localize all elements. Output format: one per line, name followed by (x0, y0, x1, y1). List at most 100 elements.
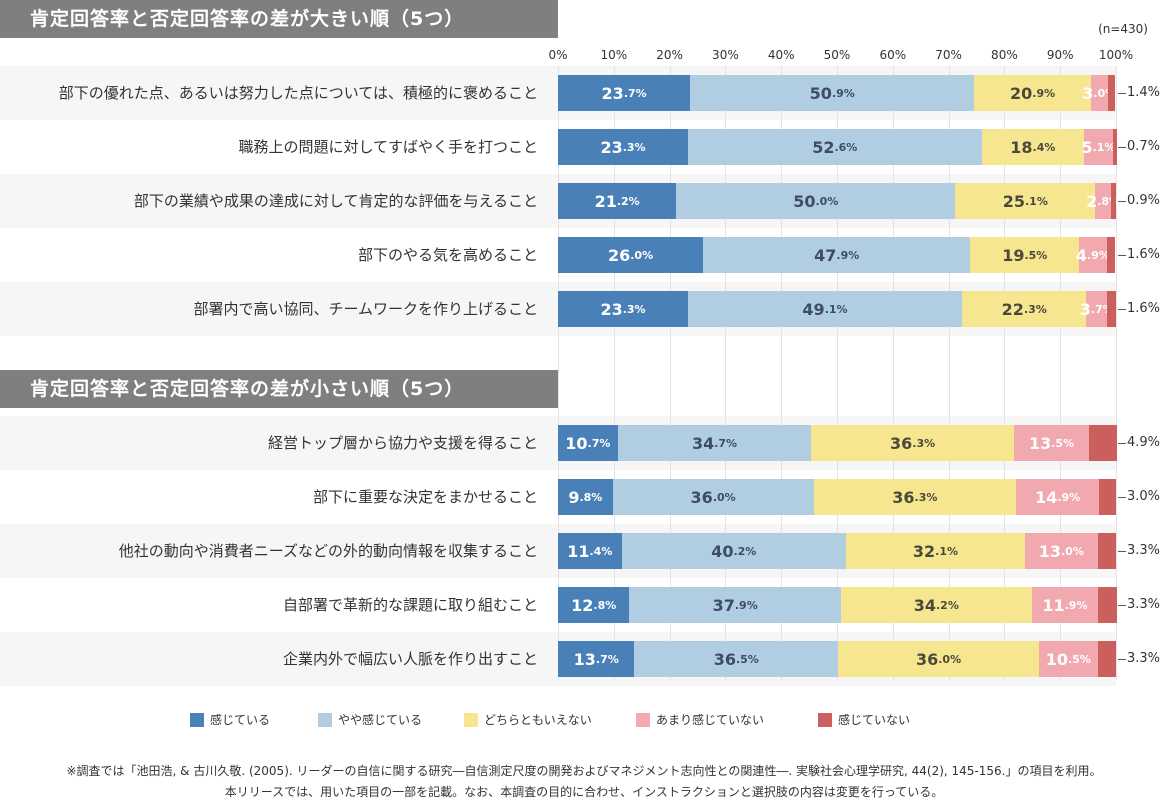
row-label: 経営トップ層から協力や支援を得ること (267, 434, 538, 452)
data-label: 25 (1002, 191, 1025, 211)
bar-segment: 34.7% (617, 425, 812, 461)
row-label: 自部署で革新的な課題に取り組むこと (282, 596, 538, 614)
data-label: 40 (711, 541, 734, 561)
bar-segment: 4.9% (1075, 237, 1110, 273)
data-label: 36 (690, 487, 713, 507)
data-label: 26 (607, 245, 631, 265)
x-tick-label: 90% (1046, 48, 1074, 62)
bar-segment: 23.7% (558, 75, 691, 111)
gridline (725, 66, 727, 680)
data-label: 13 (573, 649, 596, 669)
bar-segment: 36.3% (811, 425, 1014, 461)
data-label-decimal: .5% (735, 652, 759, 666)
data-label-decimal: .3% (622, 302, 646, 316)
data-label: 21 (594, 191, 617, 211)
bar-segment: 52.6% (688, 129, 982, 165)
row-label: 部下の業績や成果の達成に対して肯定的な評価を与えること (133, 192, 538, 210)
data-label-decimal: .6% (834, 140, 858, 154)
row-label: 部署内で高い協同、チームワークを作り上げること (193, 300, 538, 318)
bar-segment: 10.7% (558, 425, 618, 461)
gridline (781, 66, 783, 680)
sample-size: (n=430) (1098, 22, 1148, 36)
gridline (613, 66, 615, 680)
footnote-source: ※調査では「池田浩, & 古川久敬. (2005). リーダーの自信に関する研究… (66, 764, 1102, 778)
data-label-decimal: .3% (622, 140, 646, 154)
bar-segment: 2.8% (1086, 183, 1120, 219)
data-label: 4 (1075, 245, 1087, 265)
legend-item: 感じている (190, 711, 270, 728)
data-label-decimal: .0% (1061, 544, 1084, 558)
legend-item: 感じていない (818, 711, 910, 728)
data-label: 23 (601, 83, 624, 103)
data-label-decimal: .1% (824, 302, 848, 316)
data-label: 19 (1002, 245, 1025, 265)
data-label-outside: 3.3% (1127, 597, 1161, 612)
data-label-decimal: .7% (623, 86, 647, 100)
legend-item: あまり感じていない (636, 711, 764, 728)
bar-segment (1107, 291, 1116, 327)
row-label: 部下の優れた点、あるいは努力した点については、積極的に褒めること (58, 84, 538, 102)
data-label-decimal: .0% (712, 490, 736, 504)
data-label: 37 (712, 595, 735, 615)
bar-segment: 13.0% (1025, 533, 1098, 569)
data-label: 3 (1079, 299, 1091, 319)
data-label: 9 (568, 487, 580, 507)
data-label: 11 (567, 541, 590, 561)
bar-segment: 13.5% (1013, 425, 1090, 461)
data-label-decimal: .2% (936, 598, 959, 612)
gridline (837, 66, 838, 680)
leader-line (1118, 443, 1126, 444)
x-tick-label: 0% (548, 48, 568, 62)
data-label: 2 (1086, 191, 1098, 211)
data-label: 36 (915, 649, 939, 669)
bar-segment: 36.0% (838, 641, 1039, 677)
data-label: 50 (793, 191, 816, 211)
bar-segment (1097, 533, 1116, 569)
bar-segment: 49.1% (688, 291, 962, 327)
data-label: 49 (802, 299, 825, 319)
legend-label: あまり感じていない (656, 713, 765, 727)
data-label-decimal: .3% (1023, 302, 1047, 316)
data-label-decimal: .9% (1086, 248, 1110, 262)
bar-segment: 36.3% (813, 479, 1017, 515)
bar-segment: 19.5% (970, 237, 1080, 273)
data-label-outside: 3.3% (1127, 651, 1161, 666)
data-label: 22 (1001, 299, 1024, 319)
gridline (669, 66, 671, 680)
data-label-decimal: .4% (589, 544, 613, 558)
bar-segment (1112, 129, 1117, 165)
legend-swatch (464, 712, 478, 727)
data-label: 18 (1010, 137, 1033, 157)
data-label: 12 (571, 595, 594, 615)
x-tick-label: 30% (712, 48, 739, 62)
data-label-decimal: .9% (1064, 598, 1088, 612)
x-tick-label: 60% (879, 48, 907, 62)
data-label-decimal: .9% (831, 86, 855, 100)
data-label-decimal: .7% (587, 436, 611, 450)
data-label-outside: 3.3% (1127, 543, 1161, 558)
data-label-decimal: .7% (714, 436, 738, 450)
data-label: 20 (1010, 83, 1033, 103)
legend-label: 感じている (210, 713, 271, 727)
data-label: 13 (1038, 541, 1061, 561)
bar-segment: 3.0% (1082, 75, 1116, 111)
leader-line (1118, 255, 1126, 256)
bar-segment: 25.1% (955, 183, 1096, 219)
data-label-decimal: .3% (914, 490, 938, 504)
data-label: 32 (912, 541, 936, 561)
data-label-outside: 0.7% (1127, 139, 1161, 154)
bar-segment: 13.7% (558, 641, 635, 677)
section-title-small-gap: 肯定回答率と否定回答率の差が小さい順（5つ） (0, 370, 558, 408)
leader-line (1118, 605, 1126, 606)
bar-segment: 9.8% (558, 479, 613, 515)
data-label-decimal: .0% (815, 194, 839, 208)
x-tick-label: 100% (1098, 48, 1134, 62)
data-label-decimal: .9% (734, 598, 758, 612)
data-label: 14 (1035, 487, 1058, 507)
bar-segment: 34.2% (840, 587, 1032, 623)
bar-segment: 22.3% (961, 291, 1087, 327)
x-tick-label: 40% (767, 48, 795, 62)
data-label: 13 (1028, 433, 1052, 453)
data-label-decimal: .0% (938, 652, 962, 666)
data-label: 5 (1081, 137, 1093, 157)
